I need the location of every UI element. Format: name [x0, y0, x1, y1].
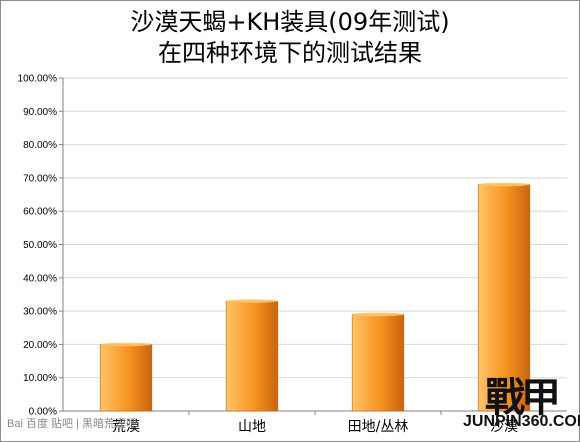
y-tick-label: 10.00% [23, 373, 57, 384]
bar-top-cap [226, 299, 278, 303]
bar-top-cap [478, 182, 530, 187]
y-tick-label: 30.00% [23, 307, 57, 318]
y-tick-label: 20.00% [23, 340, 57, 351]
y-tick-label: 60.00% [23, 207, 57, 218]
zhanjia-logo: 戰甲 [485, 374, 561, 421]
bar [99, 344, 153, 412]
x-tick-label: 沙漠 [490, 419, 518, 435]
x-tick-label: 田地/丛林 [348, 419, 409, 435]
bar-top-cap [100, 342, 152, 347]
junpin-watermark: JUNPIN360.COM [463, 413, 580, 430]
baidu-watermark: Bai 百度 贴吧 | 黑暗荒漠吧 [7, 418, 137, 430]
y-tick-label: 80.00% [23, 140, 57, 151]
y-tick-label: 90.00% [23, 107, 57, 118]
y-tick-label: 70.00% [23, 173, 57, 184]
y-tick-label: 40.00% [23, 273, 57, 284]
y-tick-label: 0.00% [29, 407, 57, 418]
bar [351, 314, 405, 412]
chart-title-line-2: 在四种环境下的测试结果 [158, 39, 422, 67]
x-tick-label: 荒漠 [112, 419, 140, 435]
bar [225, 300, 279, 412]
bar-top-cap [352, 312, 404, 317]
y-tick-label: 50.00% [23, 240, 57, 251]
chart-title-line-1: 沙漠天蝎+KH装具(09年测试) [130, 8, 450, 36]
bar [477, 184, 531, 412]
chart-title: 沙漠天蝎+KH装具(09年测试) 在四种环境下的测试结果 [1, 7, 579, 69]
x-tick-label: 山地 [238, 419, 266, 435]
y-tick-label: 100.00% [18, 74, 58, 85]
